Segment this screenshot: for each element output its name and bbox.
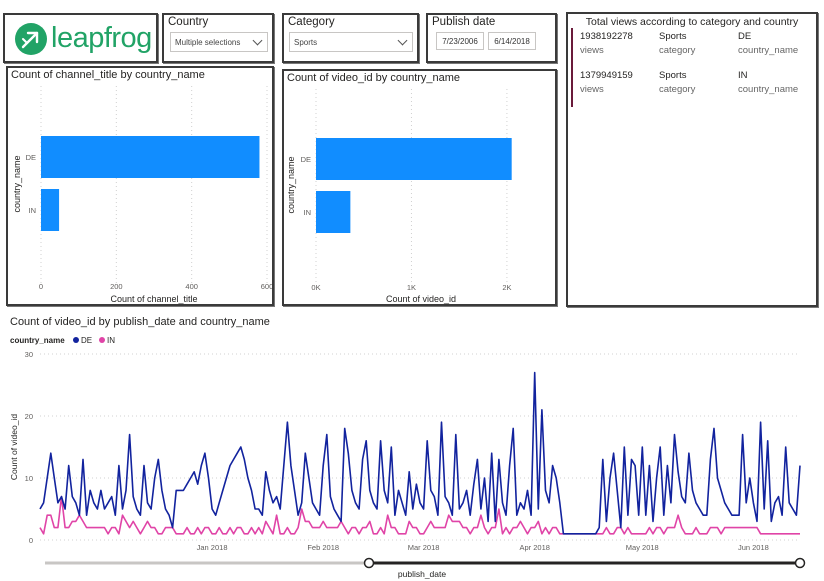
x-tick-label: Feb 2018 (307, 543, 339, 552)
channel-by-country-card: Count of channel_title by country_name 0… (6, 66, 274, 306)
series-line-de (39, 371, 801, 535)
y-tick-label: IN (304, 208, 312, 217)
publish-date-slicer: Publish date 7/23/2006 6/14/2018 (426, 13, 557, 63)
series-line-in (39, 495, 800, 535)
category-slicer-title: Category (288, 16, 335, 28)
views-value: 1938192278 (580, 31, 633, 42)
country-label: country_name (738, 84, 799, 95)
legend-title: country_name (10, 336, 65, 345)
x-tick-label: 1K (407, 283, 416, 292)
legend-item-de: DE (81, 336, 92, 345)
video-by-date-chart: country_name DE IN 0 10 20 30 Count of video_id… (9, 336, 806, 579)
channel-by-country-chart: 0 200 400 600 DE IN Count of channel_title coun… (12, 86, 272, 304)
y-axis-label: country_name (286, 156, 296, 213)
category-value: Sports (659, 70, 687, 81)
x-tick-label: 600 (261, 282, 272, 291)
y-axis-label: country_name (12, 155, 22, 212)
views-multirow-card: Total views according to category and co… (566, 12, 818, 307)
category-dropdown-value: Sports (294, 37, 318, 47)
multirow-card-row: 1938192278 views Sports category DE coun… (571, 28, 812, 68)
x-axis-label: Count of channel_title (110, 294, 197, 304)
x-tick-label: May 2018 (626, 543, 659, 552)
country-value: DE (738, 31, 752, 42)
x-axis-label: Count of video_id (386, 294, 456, 304)
country-dropdown-value: Multiple selections (175, 37, 241, 47)
y-tick-label: 30 (25, 350, 33, 359)
legend-item-in: IN (107, 336, 115, 345)
slider-start-handle[interactable] (363, 557, 375, 569)
country-dropdown[interactable]: Multiple selections (170, 32, 268, 52)
country-slicer: Country Multiple selections (162, 13, 274, 63)
end-date-input[interactable]: 6/14/2018 (488, 32, 536, 50)
y-tick-label: 10 (25, 474, 33, 483)
category-slicer: Category Sports (282, 13, 419, 63)
views-value: 1379949159 (580, 70, 633, 81)
chevron-down-icon (397, 35, 408, 45)
x-tick-label: Apr 2018 (519, 543, 549, 552)
bar-de (41, 136, 260, 178)
x-tick-label: 2K (502, 283, 511, 292)
views-label: views (580, 84, 604, 95)
logo-card: leapfrog (3, 13, 158, 63)
chevron-down-icon (252, 35, 263, 45)
multirow-card-row: 1379949159 views Sports category IN coun… (571, 67, 812, 107)
y-axis-label: Count of video_id (9, 414, 19, 480)
country-value: IN (738, 70, 748, 81)
x-tick-label: 0K (311, 283, 320, 292)
x-axis-label: publish_date (398, 569, 446, 579)
publish-date-slicer-title: Publish date (432, 16, 496, 28)
legend-marker-de (73, 337, 79, 343)
bar-de (316, 138, 512, 180)
country-label: country_name (738, 45, 799, 56)
country-slicer-title: Country (168, 16, 209, 28)
frog-logo-icon (15, 23, 47, 55)
video-by-country-chart: 0K 1K 2K DE IN Count of video_id country_name (286, 89, 512, 304)
video-chart-title: Count of video_id by country_name (287, 72, 461, 84)
bar-in (316, 191, 351, 233)
video-by-country-card: Count of video_id by country_name 0K 1K 2K… (282, 69, 557, 306)
category-label: category (659, 45, 696, 56)
y-tick-label: DE (26, 153, 36, 162)
y-tick-label: DE (301, 155, 311, 164)
line-chart-title: Count of video_id by publish_date and co… (10, 316, 270, 328)
bar-in (41, 189, 60, 231)
x-tick-label: Jun 2018 (738, 543, 769, 552)
slider-end-handle[interactable] (794, 557, 806, 569)
views-label: views (580, 45, 604, 56)
x-tick-label: 400 (185, 282, 198, 291)
category-value: Sports (659, 31, 687, 42)
y-tick-label: IN (29, 206, 37, 215)
multirow-card-title: Total views according to category and co… (585, 16, 799, 28)
category-label: category (659, 84, 696, 95)
category-dropdown[interactable]: Sports (289, 32, 413, 52)
channel-chart-title: Count of channel_title by country_name (11, 69, 205, 81)
x-tick-label: 200 (110, 282, 123, 291)
y-tick-label: 0 (29, 536, 33, 545)
logo-text: leapfrog (51, 22, 152, 54)
legend-marker-in (99, 337, 105, 343)
start-date-input[interactable]: 7/23/2006 (436, 32, 484, 50)
x-tick-label: Mar 2018 (408, 543, 440, 552)
x-tick-label: Jan 2018 (197, 543, 228, 552)
y-tick-label: 20 (25, 412, 33, 421)
x-tick-label: 0 (39, 282, 43, 291)
